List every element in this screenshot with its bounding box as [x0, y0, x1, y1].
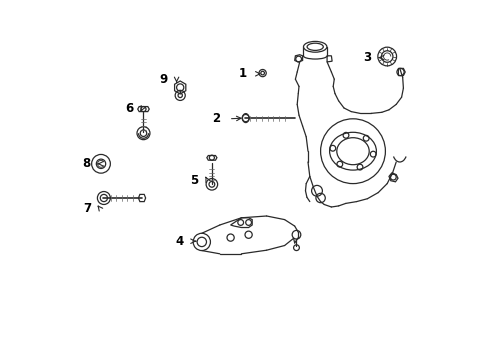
Text: 7: 7: [83, 202, 91, 215]
Text: 4: 4: [175, 235, 184, 248]
Text: 8: 8: [82, 157, 90, 170]
Ellipse shape: [303, 41, 327, 52]
Text: 1: 1: [239, 67, 247, 80]
Text: 6: 6: [125, 102, 133, 114]
Text: 5: 5: [190, 174, 198, 186]
Ellipse shape: [307, 43, 323, 50]
Text: 9: 9: [159, 73, 168, 86]
Ellipse shape: [243, 113, 249, 122]
Text: 3: 3: [363, 51, 371, 64]
Ellipse shape: [330, 132, 376, 170]
Text: 2: 2: [212, 112, 220, 125]
